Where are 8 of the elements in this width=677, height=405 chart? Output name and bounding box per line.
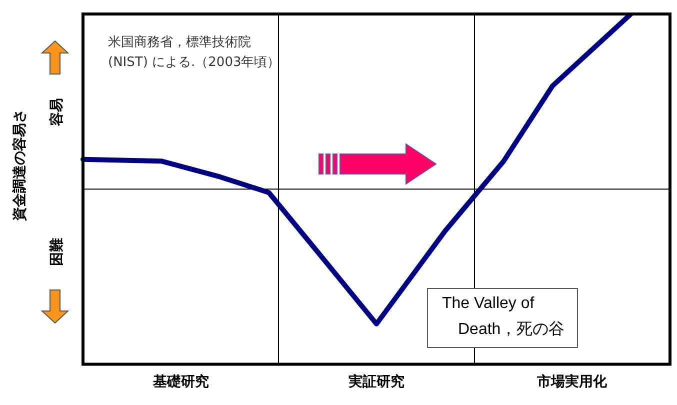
- x-tick-label: 基礎研究: [152, 373, 209, 390]
- x-tick-label: 実証研究: [348, 373, 404, 390]
- annotation: The Valley of Death，死の谷: [427, 288, 578, 348]
- y-axis-title: 資金調達の容易さ: [11, 109, 29, 221]
- annotation: 米国商務省，標準技術院 (NIST) による.（2003年頃）: [108, 34, 280, 72]
- text: 容易: [48, 98, 66, 126]
- x-tick-label: 市場実用化: [536, 373, 608, 390]
- text: 困難: [48, 238, 66, 266]
